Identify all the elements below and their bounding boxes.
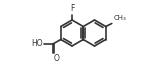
- Text: F: F: [70, 4, 74, 13]
- Text: CH₃: CH₃: [114, 16, 127, 22]
- Text: HO: HO: [31, 39, 43, 49]
- Text: O: O: [54, 54, 59, 63]
